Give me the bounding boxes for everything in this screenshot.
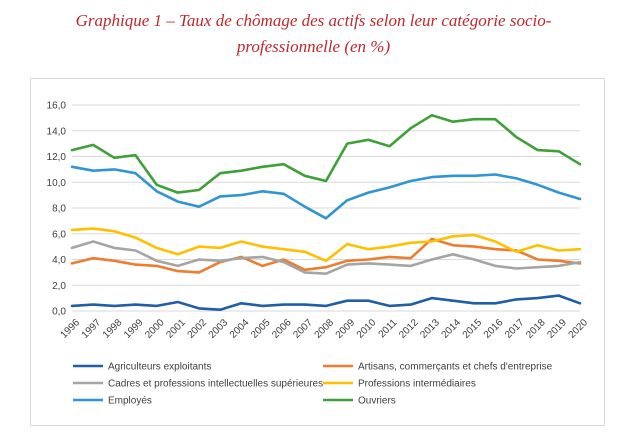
x-tick-label: 2000 <box>143 317 167 341</box>
x-tick-label: 2014 <box>440 317 464 341</box>
y-tick-label: 2,0 <box>52 281 66 292</box>
x-axis-ticks: 1996199719981999200020012002200320042005… <box>59 317 591 341</box>
series-line-cadres <box>70 240 582 276</box>
y-tick-label: 16,0 <box>47 101 67 112</box>
x-tick-label: 2020 <box>567 317 591 341</box>
x-tick-label: 2002 <box>186 317 210 341</box>
legend-label-agri: Agriculteurs exploitants <box>108 362 211 373</box>
x-tick-label: 1997 <box>80 317 104 341</box>
y-tick-label: 14,0 <box>47 126 67 137</box>
x-tick-label: 2010 <box>355 317 379 341</box>
gridlines <box>72 104 580 312</box>
legend-label-artisans: Artisans, commerçants et chefs d'entrepr… <box>358 362 553 373</box>
x-tick-label: 2009 <box>334 317 358 341</box>
legend: Agriculteurs exploitants Artisans, commer… <box>73 362 553 407</box>
series-line-employes <box>70 165 582 220</box>
legend-label-cadres: Cadres et professions intellectuelles su… <box>108 379 323 390</box>
x-tick-label: 2013 <box>418 317 442 341</box>
x-tick-label: 2006 <box>270 317 294 341</box>
x-tick-label: 2007 <box>291 317 315 341</box>
x-tick-label: 1996 <box>59 317 83 341</box>
chart-title-line-1: Graphique 1 – Taux de chômage des actifs… <box>75 11 552 30</box>
legend-label-ouvriers: Ouvriers <box>358 396 396 407</box>
x-tick-label: 2015 <box>461 317 485 341</box>
y-tick-label: 12,0 <box>47 152 67 163</box>
x-tick-label: 2019 <box>545 317 569 341</box>
x-tick-label: 2012 <box>397 317 421 341</box>
series-lines <box>70 114 582 312</box>
chart-frame <box>30 78 605 426</box>
x-tick-label: 2011 <box>377 317 400 340</box>
y-axis-ticks: 0,0 2,0 4,0 6,0 8,0 10,0 12,0 14,0 16,0 <box>47 101 67 318</box>
chart-title-line-2: professionnelle (en %) <box>236 37 391 56</box>
x-tick-label: 1999 <box>122 317 146 341</box>
x-tick-label: 2003 <box>207 317 231 341</box>
x-tick-label: 1998 <box>101 317 125 341</box>
legend-label-prof_inter: Professions intermédiaires <box>358 379 476 390</box>
series-line-artisans <box>70 237 582 274</box>
legend-label-employes: Employés <box>108 396 152 407</box>
y-tick-label: 0,0 <box>52 307 66 318</box>
series-line-agri <box>70 294 582 312</box>
series-line-ouvriers <box>70 114 582 194</box>
y-tick-label: 10,0 <box>47 178 67 189</box>
y-tick-label: 4,0 <box>52 255 66 266</box>
x-tick-label: 2017 <box>503 317 527 341</box>
x-tick-label: 2018 <box>524 317 548 341</box>
y-tick-label: 8,0 <box>52 204 66 215</box>
series-line-prof_inter <box>70 227 582 263</box>
x-tick-label: 2016 <box>482 317 506 341</box>
x-tick-label: 2001 <box>164 317 188 341</box>
x-tick-label: 2004 <box>228 317 252 341</box>
x-tick-label: 2008 <box>313 317 337 341</box>
y-tick-label: 6,0 <box>52 229 66 240</box>
x-tick-label: 2005 <box>249 317 273 341</box>
